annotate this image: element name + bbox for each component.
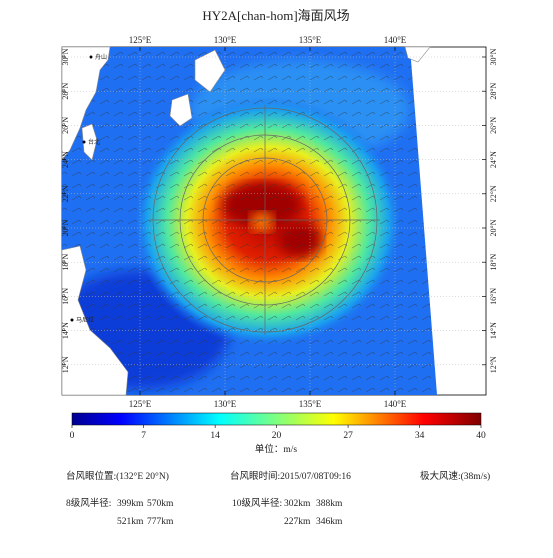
eye-time: 台风眼时间:2015/07/08T09:16: [230, 470, 351, 482]
lat-label: 18°N: [489, 253, 498, 270]
lat-label: 20°N: [61, 219, 70, 236]
gale-radius-label: 8级风半径:: [66, 497, 111, 509]
place-label: 马尼拉: [76, 316, 94, 324]
taiwan: [81, 123, 98, 161]
axes: 125°E 125°E 130°E 130°E 135°E 135°E 140°E 140°E…: [61, 35, 498, 409]
mainland: [61, 46, 111, 161]
lat-label: 28°N: [489, 82, 498, 99]
luzon: [61, 245, 129, 396]
colorbar-tick-label: 34: [415, 431, 425, 441]
lon-label: 135°E: [299, 399, 322, 409]
lat-label: 12°N: [61, 356, 70, 373]
storm-radius: 346km: [316, 517, 343, 527]
lat-label: 22°N: [61, 185, 70, 202]
lat-label: 16°N: [489, 288, 498, 305]
land: [61, 46, 431, 396]
storm-radius: 388km: [316, 499, 343, 509]
colorbar-tick-label: 14: [210, 431, 220, 441]
japan: [404, 46, 431, 63]
place-marker: [70, 318, 74, 322]
storm-radius: 227km: [284, 517, 311, 527]
wind-swath: [62, 47, 437, 395]
lat-label: 16°N: [61, 288, 70, 305]
lon-label: 135°E: [299, 35, 322, 45]
wind-barbs: [62, 47, 437, 395]
colorbar-tick-label: 20: [272, 431, 282, 441]
gale-radius: 777km: [147, 517, 174, 527]
lat-label: 18°N: [61, 253, 70, 270]
lon-label: 140°E: [384, 35, 407, 45]
lat-label: 30°N: [61, 48, 70, 65]
storm-radius: 302km: [284, 499, 311, 509]
lat-label: 20°N: [489, 219, 498, 236]
lon-label: 140°E: [384, 399, 407, 409]
max-wind: 极大风速:(38m/s): [420, 470, 490, 482]
lon-label: 125°E: [129, 399, 152, 409]
lat-label: 24°N: [61, 151, 70, 168]
lon-label: 125°E: [129, 35, 152, 45]
colorbar-tick-label: 27: [343, 431, 353, 441]
colorbar-tick-label: 40: [476, 431, 486, 441]
unit-label: 单位：m/s: [255, 443, 298, 455]
lat-label: 28°N: [61, 82, 70, 99]
lat-label: 22°N: [489, 185, 498, 202]
range-rings: [150, 105, 380, 335]
island: [194, 49, 226, 93]
lat-label: 30°N: [489, 48, 498, 65]
island: [169, 93, 193, 127]
place-marker: [89, 55, 93, 59]
lat-label: 14°N: [489, 322, 498, 339]
gale-radius: 521km: [117, 517, 144, 527]
lat-label: 12°N: [489, 356, 498, 373]
title: HY2A[chan-hom]海面风场: [202, 8, 349, 23]
lat-label: 14°N: [61, 322, 70, 339]
storm-radius-label: 10级风半径:: [232, 497, 282, 509]
lat-label: 24°N: [489, 151, 498, 168]
gale-radius: 570km: [147, 499, 174, 509]
eye-position: 台风眼位置:(132°E 20°N): [66, 470, 169, 482]
lat-label: 26°N: [61, 117, 70, 134]
lon-label: 130°E: [214, 35, 237, 45]
lon-label: 130°E: [214, 399, 237, 409]
colorbar-tick-label: 7: [141, 431, 146, 441]
colorbar-tick-label: 0: [70, 431, 75, 441]
place-marker: [82, 140, 86, 144]
place-label: 台北: [88, 138, 100, 146]
lat-label: 26°N: [489, 117, 498, 134]
gale-radius: 399km: [117, 499, 144, 509]
colorbar: [71, 412, 482, 426]
